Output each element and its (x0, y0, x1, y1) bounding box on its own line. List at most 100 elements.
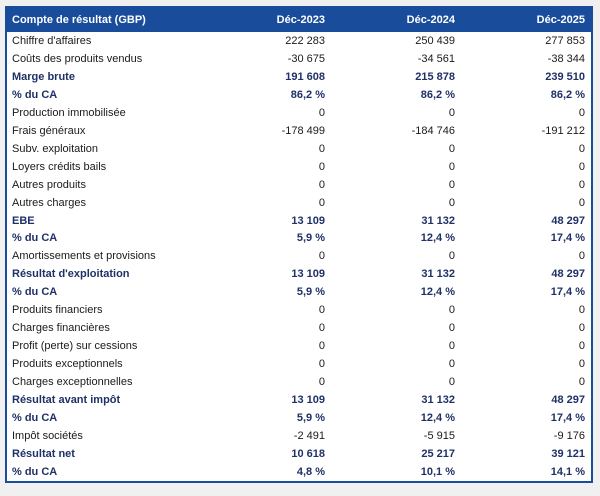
cell-value: 0 (578, 304, 585, 317)
cell-value: 0 (448, 160, 455, 173)
row-label: Chiffre d'affaires (12, 34, 92, 47)
table-row: Production immobilisée 0 0 0 (7, 103, 591, 122)
cell-value: 17,4 % (550, 286, 585, 299)
row-label: Marge brute (12, 70, 75, 83)
cell-value: 17,4 % (550, 232, 585, 245)
row-label: Amortissements et provisions (12, 250, 156, 263)
cell-value: 0 (578, 142, 585, 155)
cell-value: 0 (448, 142, 455, 155)
cell-value: 0 (318, 160, 325, 173)
cell-value: -178 499 (281, 124, 325, 137)
row-label: Résultat net (12, 447, 75, 460)
row-label: Résultat d'exploitation (12, 268, 130, 281)
table-row: Résultat d'exploitation 13 109 31 132 48 29… (7, 265, 591, 284)
cell-value: 0 (318, 358, 325, 371)
cell-value: 0 (448, 358, 455, 371)
cell-value: 0 (578, 340, 585, 353)
row-label: Charges exceptionnelles (12, 376, 133, 389)
cell-value: 215 878 (415, 70, 455, 83)
cell-value: 10,1 % (420, 465, 455, 478)
cell-value: 0 (318, 250, 325, 263)
cell-value: 0 (578, 250, 585, 263)
cell-value: 0 (578, 196, 585, 209)
cell-value: 0 (578, 358, 585, 371)
cell-value: 12,4 % (420, 286, 455, 299)
table-header-row: Compte de résultat (GBP) Déc-2023 Déc-20… (7, 8, 591, 32)
table-row: Résultat avant impôt 13 109 31 132 48 297 (7, 391, 591, 410)
row-label: Impôt sociétés (12, 429, 83, 442)
cell-value: 0 (318, 322, 325, 335)
cell-value: 13 109 (291, 214, 325, 227)
row-label: Résultat avant impôt (12, 394, 121, 407)
cell-value: 17,4 % (550, 411, 585, 424)
cell-value: 0 (578, 322, 585, 335)
cell-value: 13 109 (291, 268, 325, 281)
row-label: Frais généraux (12, 124, 86, 137)
table-body: Chiffre d'affaires 222 283 250 439 277 853 C… (7, 32, 591, 481)
cell-value: -38 344 (547, 52, 585, 65)
table-row: Charges exceptionnelles 0 0 0 (7, 373, 591, 392)
row-label: Production immobilisée (12, 106, 126, 119)
cell-value: -9 176 (553, 429, 585, 442)
cell-value: 31 132 (421, 394, 455, 407)
cell-value: 31 132 (421, 214, 455, 227)
cell-value: 12,4 % (420, 411, 455, 424)
cell-value: -30 675 (287, 52, 325, 65)
column-header-dec-2024: Déc-2024 (406, 14, 455, 26)
cell-value: 0 (448, 250, 455, 263)
table-row: Produits exceptionnels 0 0 0 (7, 355, 591, 374)
cell-value: 12,4 % (420, 232, 455, 245)
row-label: Coûts des produits vendus (12, 52, 143, 65)
cell-value: 86,2 % (290, 88, 325, 101)
cell-value: 13 109 (291, 394, 325, 407)
row-label: % du CA (12, 465, 58, 478)
table-row: Résultat net 10 618 25 217 39 121 (7, 444, 591, 463)
row-label: % du CA (12, 88, 58, 101)
table-row: Chiffre d'affaires 222 283 250 439 277 853 (7, 32, 591, 50)
cell-value: 10 618 (291, 447, 325, 460)
cell-value: 86,2 % (420, 88, 455, 101)
cell-value: 4,8 % (296, 465, 325, 478)
cell-value: 5,9 % (296, 232, 325, 245)
income-statement-table: Compte de résultat (GBP) Déc-2023 Déc-20… (5, 6, 593, 483)
cell-value: 0 (448, 340, 455, 353)
table-row: Frais généraux -178 499 -184 746 -191 212 (7, 121, 591, 140)
cell-value: 0 (318, 304, 325, 317)
cell-value: 0 (318, 376, 325, 389)
cell-value: 0 (448, 322, 455, 335)
cell-value: 14,1 % (550, 465, 585, 478)
cell-value: 48 297 (551, 214, 585, 227)
table-row: Loyers crédits bails 0 0 0 (7, 157, 591, 176)
table-row: Impôt sociétés -2 491 -5 915 -9 176 (7, 426, 591, 445)
cell-value: 48 297 (551, 268, 585, 281)
row-label: Produits financiers (12, 304, 103, 317)
cell-value: 0 (318, 142, 325, 155)
row-label: Autres produits (12, 178, 86, 191)
cell-value: 191 608 (285, 70, 325, 83)
cell-value: 0 (448, 178, 455, 191)
cell-value: 239 510 (545, 70, 585, 83)
row-label: Autres charges (12, 196, 86, 209)
table-row: Charges financières 0 0 0 (7, 319, 591, 338)
table-row: Autres produits 0 0 0 (7, 175, 591, 194)
column-header-dec-2023: Déc-2023 (276, 14, 325, 26)
table-row: % du CA 5,9 % 12,4 % 17,4 % (7, 229, 591, 248)
cell-value: -184 746 (411, 124, 455, 137)
table-row: Amortissements et provisions 0 0 0 (7, 247, 591, 266)
row-label: Subv. exploitation (12, 142, 99, 155)
table-row: Subv. exploitation 0 0 0 (7, 139, 591, 158)
cell-value: 277 853 (545, 34, 585, 47)
row-label: % du CA (12, 286, 58, 299)
cell-value: -2 491 (293, 429, 325, 442)
cell-value: 48 297 (551, 394, 585, 407)
cell-value: 222 283 (285, 34, 325, 47)
table-row: Coûts des produits vendus -30 675 -34 561 -… (7, 49, 591, 68)
table-row: Produits financiers 0 0 0 (7, 301, 591, 320)
cell-value: 31 132 (421, 268, 455, 281)
cell-value: 5,9 % (296, 286, 325, 299)
cell-value: 0 (448, 196, 455, 209)
table-row: EBE 13 109 31 132 48 297 (7, 211, 591, 230)
cell-value: 0 (448, 376, 455, 389)
table-row: Profit (perte) sur cessions 0 0 0 (7, 337, 591, 356)
